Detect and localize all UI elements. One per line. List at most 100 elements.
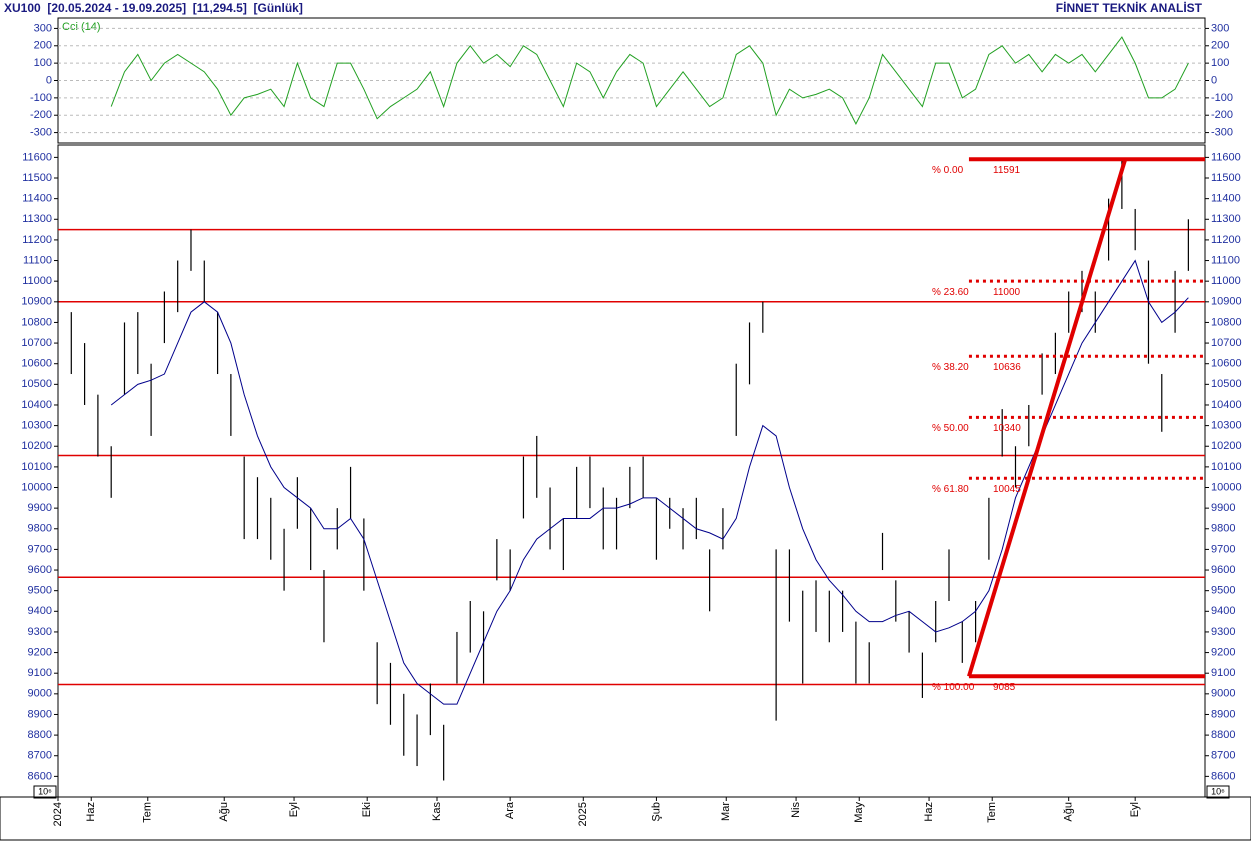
x-tick-label: Nis xyxy=(790,802,802,818)
x-tick-label: Eyl xyxy=(288,802,300,817)
series-line xyxy=(110,259,1189,705)
y-tick-label: 11500 xyxy=(22,172,52,184)
x-tick-label: Şub xyxy=(650,802,662,822)
y-tick-label: 9500 xyxy=(28,585,52,597)
y-tick-label: -100 xyxy=(30,92,52,104)
x-tick-label: Haz xyxy=(85,802,97,822)
y-tick-label: 9000 xyxy=(28,688,52,700)
fib-trend xyxy=(967,158,1128,677)
y-tick-label: 10500 xyxy=(1211,378,1242,390)
header-title: XU100 [20.05.2024 - 19.09.2025] [11,294.… xyxy=(4,1,303,15)
y-tick-label: 8900 xyxy=(28,708,52,720)
fib-label: % 50.00 xyxy=(932,423,969,434)
fib-label: % 61.80 xyxy=(932,484,969,495)
y-tick-label: 11600 xyxy=(1211,151,1241,163)
y-tick-label: 10200 xyxy=(21,440,52,452)
y-tick-label: 9800 xyxy=(1211,523,1235,535)
y-tick-label: 8900 xyxy=(1211,708,1235,720)
y-tick-label: 0 xyxy=(46,74,52,86)
y-tick-label: 100 xyxy=(1211,57,1229,69)
y-tick-label: 11400 xyxy=(1211,193,1241,205)
y-tick-label: -100 xyxy=(1211,92,1233,104)
x-tick-label: 2024 xyxy=(52,802,64,826)
y-tick-label: 11200 xyxy=(1211,234,1241,246)
y-tick-label: 9800 xyxy=(28,523,52,535)
y-tick-label: 8800 xyxy=(28,729,52,741)
y-tick-label: 10500 xyxy=(21,378,52,390)
x-tick-label: 2025 xyxy=(577,802,589,826)
y-tick-label: 11100 xyxy=(1211,254,1240,266)
y-tick-label: 8800 xyxy=(1211,729,1235,741)
y-tick-label: 11500 xyxy=(1211,172,1241,184)
y-tick-label: 9000 xyxy=(1211,688,1235,700)
cci-legend: Cci (14) xyxy=(62,21,101,33)
y-tick-label: 10900 xyxy=(1211,296,1242,308)
y-tick-label: 8700 xyxy=(1211,750,1235,762)
y-tick-label: 9300 xyxy=(1211,626,1235,638)
fib-value: 10340 xyxy=(993,423,1021,434)
x-tick-label: Tem xyxy=(142,802,154,823)
x-tick-label: Ağu xyxy=(218,802,230,822)
y-tick-label: 10100 xyxy=(21,461,52,473)
y-tick-label: 200 xyxy=(34,40,52,52)
y-tick-label: 8600 xyxy=(1211,770,1235,782)
x-axis-panel xyxy=(0,796,1251,841)
x-tick-label: Kas xyxy=(431,802,443,821)
y-tick-label: 10400 xyxy=(21,399,52,411)
y-tick-label: 200 xyxy=(1211,40,1229,52)
y-tick-label: 9900 xyxy=(28,502,52,514)
x-tick-label: Haz xyxy=(923,802,935,822)
unit-label: 10⁶ xyxy=(38,786,52,796)
y-tick-label: 10400 xyxy=(1211,399,1242,411)
y-tick-label: 11100 xyxy=(23,254,52,266)
y-tick-label: 9900 xyxy=(1211,502,1235,514)
fib-value: 10636 xyxy=(993,362,1021,373)
y-tick-label: 10600 xyxy=(21,358,52,370)
y-tick-label: 11200 xyxy=(22,234,52,246)
y-tick-label: 10200 xyxy=(1211,440,1242,452)
fib-label: % 38.20 xyxy=(932,362,969,373)
fib-label: % 100.00 xyxy=(932,682,975,693)
y-tick-label: 11600 xyxy=(22,151,52,163)
y-tick-label: 300 xyxy=(34,22,52,34)
y-tick-label: -300 xyxy=(30,126,52,138)
y-tick-label: 11300 xyxy=(22,213,52,225)
y-tick-label: 10800 xyxy=(21,316,52,328)
fib-label: % 23.60 xyxy=(932,287,969,298)
fib-value: 11000 xyxy=(993,287,1021,298)
y-tick-label: 10100 xyxy=(1211,461,1242,473)
fib-value: 10045 xyxy=(993,484,1021,495)
fib-value: 11591 xyxy=(993,165,1021,176)
x-tick-label: Mar xyxy=(720,802,732,821)
y-tick-label: 8700 xyxy=(28,750,52,762)
y-tick-label: 9100 xyxy=(28,667,52,679)
y-tick-label: 10300 xyxy=(21,420,52,432)
y-tick-label: 9700 xyxy=(28,543,52,555)
y-tick-label: 9600 xyxy=(28,564,52,576)
y-tick-label: 10300 xyxy=(1211,420,1242,432)
y-tick-label: 9500 xyxy=(1211,585,1235,597)
x-tick-label: Ağu xyxy=(1063,802,1075,822)
y-tick-label: -200 xyxy=(1211,109,1233,121)
fib-label: % 0.00 xyxy=(932,165,964,176)
y-tick-label: 9200 xyxy=(28,646,52,658)
y-tick-label: 0 xyxy=(1211,74,1217,86)
y-tick-label: 300 xyxy=(1211,22,1229,34)
y-tick-label: 11000 xyxy=(1211,275,1241,287)
x-tick-label: May xyxy=(853,802,865,823)
unit-box xyxy=(1206,785,1230,799)
y-tick-label: -200 xyxy=(30,109,52,121)
y-tick-label: 10900 xyxy=(21,296,52,308)
y-tick-label: 9100 xyxy=(1211,667,1235,679)
unit-label: 10⁶ xyxy=(1211,786,1225,796)
y-tick-label: 9700 xyxy=(1211,543,1235,555)
y-tick-label: 9200 xyxy=(1211,646,1235,658)
x-tick-label: Eyl xyxy=(1129,802,1141,817)
fib-value: 9085 xyxy=(993,682,1016,693)
y-tick-label: 11400 xyxy=(22,193,52,205)
y-tick-label: 9400 xyxy=(1211,605,1235,617)
y-tick-label: 9600 xyxy=(1211,564,1235,576)
